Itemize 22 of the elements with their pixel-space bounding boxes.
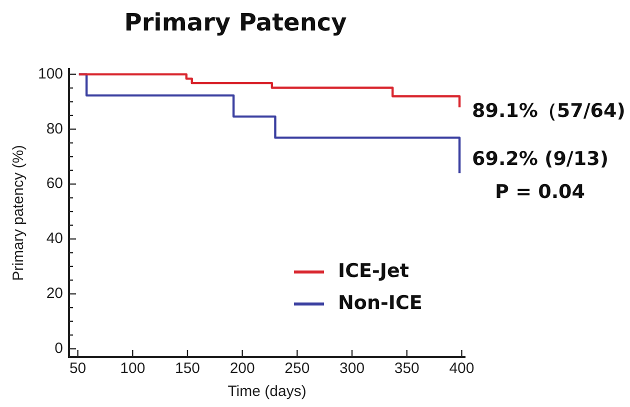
- x-tick-label: 200: [230, 360, 255, 378]
- legend-label: ICE-Jet: [338, 260, 409, 282]
- x-axis-title: Time (days): [228, 383, 306, 400]
- text: P = 0.04: [495, 180, 585, 203]
- x-tick-label: 100: [120, 360, 146, 378]
- text: 69.2% (9/13): [472, 148, 608, 170]
- x-tick-label: 400: [449, 360, 474, 378]
- x-tick-label: 250: [284, 360, 310, 378]
- text: 89.1%（57/64): [472, 100, 626, 122]
- y-tick-label: 40: [46, 230, 64, 248]
- chart-title: Primary Patency: [124, 8, 348, 37]
- y-tick-label: 100: [38, 65, 64, 82]
- legend-label: Non-ICE: [338, 292, 422, 314]
- x-tick-label: 350: [394, 360, 420, 378]
- y-tick-label: 80: [46, 120, 64, 138]
- x-tick-label: 150: [174, 360, 200, 378]
- y-tick-label: 0: [54, 340, 64, 357]
- y-tick-label: 20: [46, 285, 64, 302]
- x-tick-label: 300: [340, 360, 365, 378]
- y-axis-title: Primary patency (%): [10, 144, 28, 281]
- y-tick-label: 60: [46, 175, 64, 192]
- x-tick-label: 50: [69, 360, 86, 378]
